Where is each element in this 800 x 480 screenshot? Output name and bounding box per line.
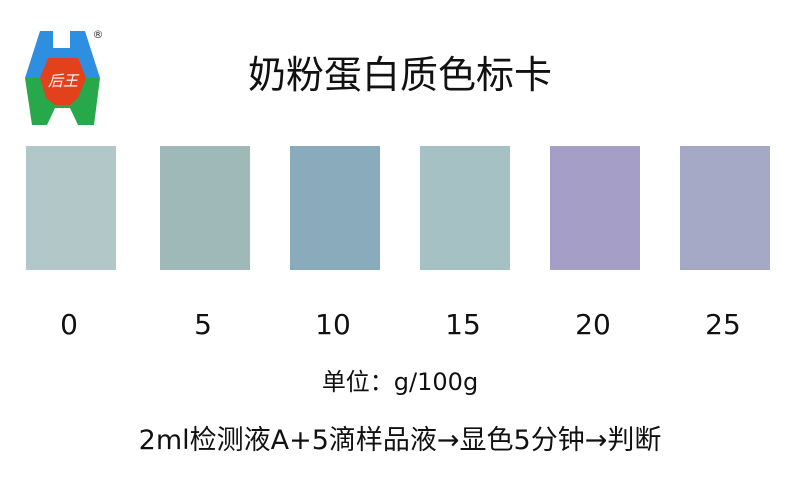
swatch-label: 10: [315, 308, 351, 341]
logo-text: 后王: [48, 72, 80, 90]
swatch-label: 0: [60, 308, 78, 341]
color-swatch: [290, 146, 380, 270]
color-swatch: [26, 146, 116, 270]
unit-label: 单位：g/100g: [321, 368, 479, 396]
color-swatch: [680, 146, 770, 270]
page-title: 奶粉蛋白质色标卡: [247, 53, 552, 97]
instruction-text: 2ml检测液A+5滴样品液→显色5分钟→判断: [138, 425, 662, 456]
brand-logo: 后王 ®: [25, 28, 104, 125]
color-swatch: [420, 146, 510, 270]
swatch-label: 15: [445, 308, 481, 341]
swatch-label: 20: [575, 308, 611, 341]
svg-text:®: ®: [93, 28, 104, 41]
swatch-label: 25: [705, 308, 741, 341]
color-swatch: [160, 146, 250, 270]
color-swatch: [550, 146, 640, 270]
swatch-label: 5: [194, 308, 212, 341]
